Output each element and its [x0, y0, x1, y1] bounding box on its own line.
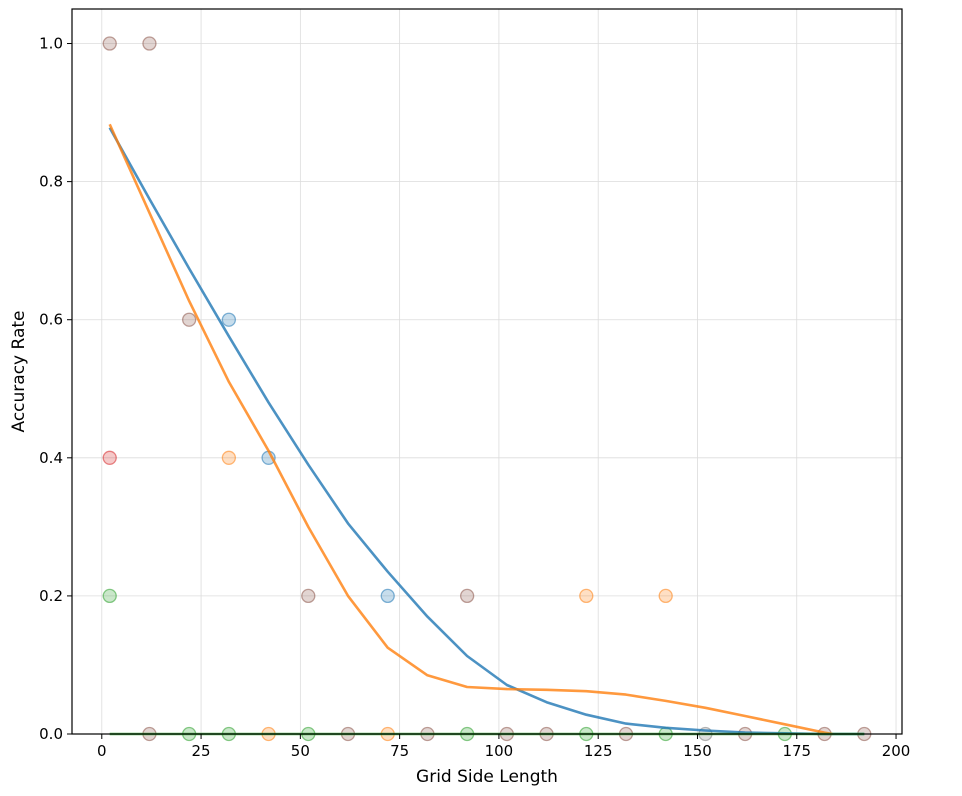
- x-tick-label: 175: [782, 742, 811, 760]
- series-line: [108, 127, 865, 736]
- grid: [72, 9, 902, 735]
- x-tick-label: 75: [390, 742, 409, 760]
- y-tick-label: 0.2: [39, 587, 63, 605]
- scatter-point: [658, 588, 673, 604]
- x-tick-label: 50: [291, 742, 310, 760]
- scatter-point: [102, 450, 117, 465]
- y-tick-label: 1.0: [39, 35, 63, 53]
- x-tick-label: 100: [485, 742, 514, 760]
- scatter-point: [579, 588, 594, 604]
- x-tick-label: 25: [192, 742, 211, 760]
- scatter-point: [221, 450, 237, 465]
- y-tick-label: 0.0: [39, 725, 63, 743]
- scatter-point: [102, 36, 117, 51]
- y-tick-label: 0.4: [39, 449, 63, 467]
- plot-frame: [71, 8, 903, 735]
- y-axis-label: Accuracy Rate: [9, 311, 29, 433]
- data-points: [102, 36, 872, 742]
- x-tick-label: 125: [584, 742, 613, 760]
- x-tick-label: 150: [683, 742, 712, 760]
- axis-ticks: 0 25 50 75 100 125 150 175 200 0.0 0.2 0.4 0.6 0.8 1.0: [39, 35, 910, 760]
- scatter-point: [182, 312, 197, 327]
- scatter-point: [102, 588, 117, 604]
- scatter-point: [301, 588, 316, 604]
- scatter-point: [459, 588, 475, 604]
- y-tick-label: 0.6: [39, 311, 63, 329]
- scatter-point: [221, 312, 237, 327]
- x-tick-label: 0: [97, 742, 107, 760]
- x-axis-label: Grid Side Length: [416, 767, 558, 787]
- series-line: [108, 123, 833, 736]
- scatter-point: [142, 36, 157, 51]
- y-tick-label: 0.8: [39, 173, 63, 191]
- x-tick-label: 200: [882, 742, 911, 760]
- scatter-point: [380, 588, 395, 604]
- series-lines: [108, 123, 865, 736]
